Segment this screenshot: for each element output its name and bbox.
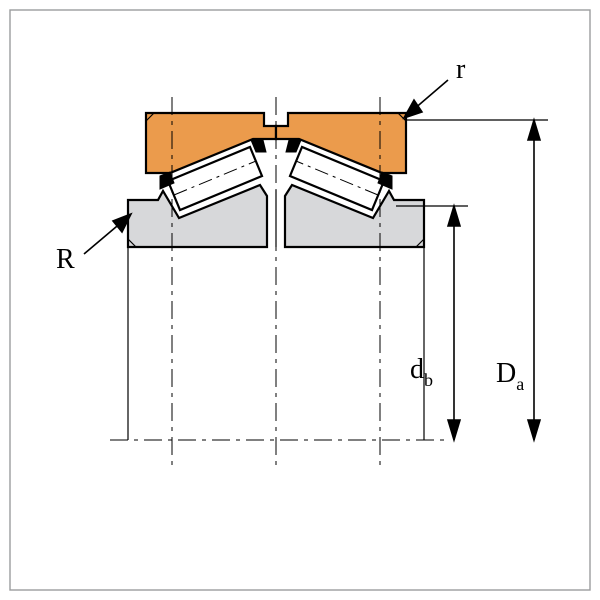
- label-r: r: [456, 54, 466, 85]
- label-Da: Da: [496, 358, 524, 394]
- frame: [10, 10, 590, 590]
- bearing-diagram: R r db Da: [0, 0, 600, 600]
- label-R: R: [56, 244, 75, 275]
- label-db: db: [410, 354, 433, 390]
- dimensions: [448, 120, 540, 440]
